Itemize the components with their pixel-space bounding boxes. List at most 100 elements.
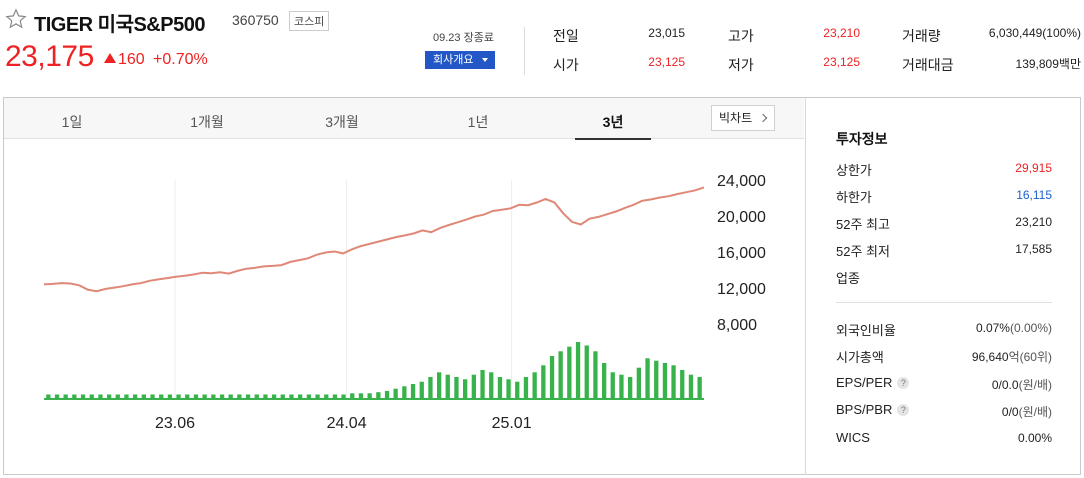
invest-row-value-text: 0/0.0: [991, 378, 1019, 392]
high-value: 23,210: [823, 26, 860, 40]
volume-bar: [419, 381, 424, 398]
volume-bar: [680, 370, 685, 398]
tab-1m[interactable]: 1개월: [190, 114, 224, 130]
volume-bar: [428, 377, 433, 398]
volume-bar: [350, 393, 355, 398]
volume-bar: [610, 372, 615, 398]
volume-bar: [636, 367, 641, 398]
invest-row-label: 외국인비율: [836, 320, 896, 339]
x-tick-label: 25.01: [492, 415, 532, 432]
invest-row-label: 업종: [836, 271, 860, 286]
invest-row-value: 0.07%(0.00%): [976, 321, 1052, 335]
price-line: [43, 186, 705, 293]
amount-value: 139,809백만: [1015, 57, 1081, 71]
help-icon[interactable]: ?: [897, 404, 910, 416]
invest-row-label: 52주 최고: [836, 217, 890, 232]
volume-bar: [89, 394, 94, 398]
tab-3m[interactable]: 3개월: [325, 114, 359, 130]
price-change-rate: +0.70%: [153, 51, 208, 68]
header-divider: [524, 27, 525, 75]
volume-bar: [289, 394, 294, 398]
tab-1d[interactable]: 1일: [61, 114, 83, 130]
low-label: 저가: [728, 57, 754, 73]
volume-bar: [306, 394, 311, 398]
volume-bar: [549, 356, 555, 398]
volume-bar: [332, 394, 338, 398]
high-label: 고가: [728, 28, 754, 44]
volume-value: 6,030,449(100%): [988, 26, 1081, 40]
invest-row-value: 23,210: [1015, 215, 1052, 229]
volume-bar: [150, 394, 155, 398]
current-price: 23,175: [5, 40, 94, 73]
favorite-star-icon[interactable]: [5, 8, 27, 30]
volume-bar: [384, 391, 390, 398]
invest-row-value: 29,915: [1015, 161, 1052, 175]
invest-row-value-text: 0/0: [1001, 405, 1019, 419]
volume-bar: [141, 394, 146, 398]
stock-name: TIGER 미국S&P500: [34, 14, 205, 36]
help-icon[interactable]: ?: [897, 377, 910, 389]
invest-row-label-text: 시가총액: [836, 350, 884, 365]
x-tick-label: 23.06: [155, 415, 195, 432]
volume-bar: [619, 374, 624, 398]
low-value: 23,125: [823, 55, 860, 69]
volume-bar: [471, 374, 476, 398]
volume-bar: [280, 394, 285, 398]
company-overview-label: 회사개요: [433, 54, 474, 66]
volume-bar: [237, 394, 242, 398]
volume-bar: [437, 372, 442, 398]
y-tick-label: 20,000: [717, 209, 766, 226]
volume-bar: [63, 394, 68, 398]
volume-bar: [489, 372, 494, 398]
caret-down-icon: [482, 58, 488, 62]
invest-row-unit: (원/배): [1018, 378, 1052, 392]
volume-bar: [393, 388, 398, 398]
volume-bar: [480, 370, 485, 398]
y-tick-label: 24,000: [717, 173, 766, 190]
invest-row-value: 16,115: [1016, 188, 1052, 202]
volume-bar: [133, 394, 138, 398]
invest-row-label-text: BPS/PBR: [836, 402, 893, 417]
invest-info-title: 투자정보: [836, 131, 888, 147]
tab-3y[interactable]: 3년: [602, 114, 624, 130]
invest-row-value: 0/0.0(원/배): [992, 376, 1052, 393]
invest-row-unit: (원/배): [1018, 405, 1052, 419]
volume-bar: [72, 394, 77, 398]
volume-bar: [654, 360, 659, 398]
price-chart[interactable]: 24,000 20,000 16,000 12,000 8,000 23.06 24.04 2…: [4, 140, 804, 474]
volume-bar: [341, 394, 346, 398]
invest-row-unit: 억(60위): [1008, 350, 1052, 364]
volume-bar: [219, 394, 225, 398]
volume-bar: [167, 394, 173, 398]
volume-bar: [202, 394, 207, 398]
active-tab-indicator: [575, 138, 651, 140]
x-tick-label: 24.04: [327, 415, 367, 432]
invest-row-label: EPS/PER?: [836, 375, 910, 390]
company-overview-button[interactable]: 회사개요: [425, 51, 495, 69]
date-status: 09.23 장종료: [433, 32, 494, 44]
volume-bar: [193, 394, 199, 398]
up-triangle-icon: [104, 53, 116, 63]
volume-bar: [376, 392, 381, 398]
volume-bar: [575, 342, 581, 398]
volume-bar: [245, 394, 251, 398]
amount-label: 거래대금: [902, 57, 954, 73]
volume-bar: [532, 372, 537, 398]
volume-bar: [315, 394, 320, 398]
invest-row-value-text: 0.07%: [975, 321, 1010, 335]
volume-bar: [662, 363, 668, 398]
tab-1y[interactable]: 1년: [467, 114, 489, 130]
volume-bar: [107, 394, 112, 398]
open-label: 시가: [553, 57, 579, 73]
invest-row-value: 0/0(원/배): [1002, 403, 1052, 420]
invest-row-label: 상한가: [836, 163, 872, 178]
invest-row-unit: (0.00%): [1009, 321, 1052, 335]
big-chart-button[interactable]: 빅차트: [711, 105, 775, 131]
volume-bar: [358, 393, 364, 398]
volume-bar: [298, 394, 303, 398]
volume-bar: [98, 394, 103, 398]
y-tick-label: 16,000: [717, 245, 766, 262]
volume-bar: [46, 394, 51, 398]
stock-code: 360750: [232, 12, 279, 28]
volume-bar: [176, 394, 181, 398]
